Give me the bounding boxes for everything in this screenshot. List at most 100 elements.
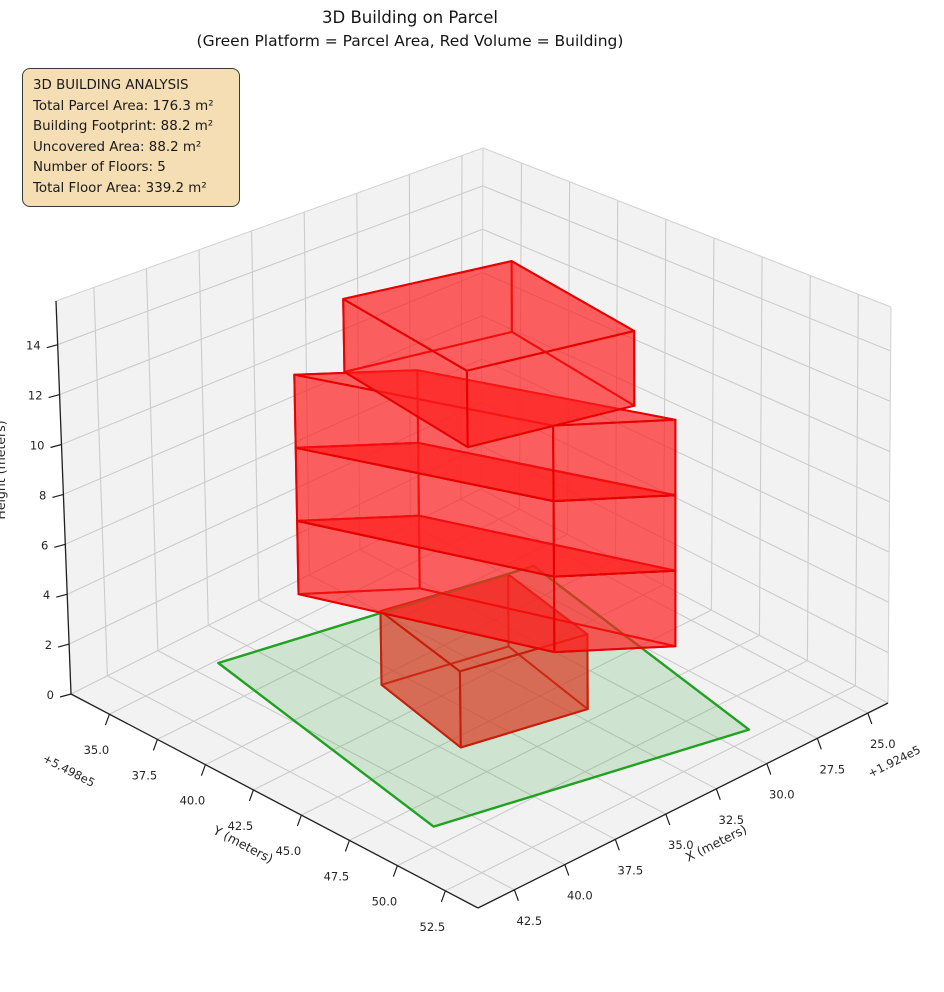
z-tick (52, 493, 64, 498)
grid-line-z (481, 315, 890, 503)
y-tick-label: 37.5 (132, 768, 158, 782)
grid-line-z (481, 445, 889, 654)
grid-line-z (68, 445, 482, 645)
grid-line-y (445, 685, 856, 892)
analysis-line-floors: Number of Floors: 5 (33, 160, 166, 175)
x-tick-label: 37.5 (618, 863, 644, 877)
grid-line-x (157, 650, 566, 866)
z-axis-label: Height (meters) (0, 420, 8, 519)
grid-line-x (107, 675, 515, 891)
z-tick (48, 394, 60, 399)
grid-line-z (480, 488, 889, 704)
y-tick (440, 890, 446, 903)
z-tick-label: 14 (26, 339, 41, 353)
grid-line-y (566, 181, 571, 535)
grid-line-y (157, 533, 568, 740)
grid-line-x (251, 230, 260, 601)
bottom-pane (71, 489, 888, 908)
grid-line-y (806, 275, 811, 661)
grid-line-z (482, 271, 891, 453)
y-tick (296, 814, 302, 827)
building-volume-floor-4-side-face (552, 418, 677, 503)
building-volume-floor-3-side-face (552, 494, 677, 578)
grid-line-z (57, 185, 483, 346)
z-tick (50, 443, 62, 449)
x-tick (665, 813, 671, 826)
x-tick (614, 839, 620, 851)
y-tick-label: 50.0 (372, 895, 398, 909)
pane-edge-back-joint (480, 147, 484, 490)
z-tick (46, 344, 58, 349)
building-volume-floor-5-top-top-face (342, 260, 636, 372)
plot-title-block: 3D Building on Parcel (Green Platform = … (0, 6, 820, 52)
grid-line-x (309, 574, 717, 790)
grid-line-x (145, 268, 159, 651)
x-tick (867, 712, 873, 725)
analysis-line-uncovered: Uncovered Area: 88.2 m² (33, 139, 202, 155)
grid-line-y (662, 219, 667, 585)
y-tick-label: 52.5 (420, 920, 446, 934)
grid-line-x (460, 155, 463, 500)
x-tick-label: 42.5 (517, 914, 543, 928)
z-tick (56, 593, 68, 598)
pane-edge-top-right (482, 147, 892, 308)
z-tick-label: 12 (28, 389, 43, 403)
grid-line-y (614, 200, 619, 560)
grid-line-x (460, 498, 869, 714)
analysis-line-floor-area: Total Floor Area: 339.2 m² (33, 180, 207, 196)
x-tick (766, 763, 772, 775)
parcel-platform (217, 564, 751, 828)
z-tick (59, 693, 72, 698)
grid-line-x (198, 249, 209, 626)
grid-line-y (109, 508, 520, 715)
y-tick-label: 42.5 (228, 819, 254, 833)
grid-line-y (758, 256, 763, 636)
x-tick-label: 27.5 (820, 762, 846, 776)
z-tick-label: 6 (41, 538, 48, 552)
z-tick (57, 643, 70, 648)
y-tick-label: 40.0 (180, 794, 206, 808)
grid-line-y (854, 294, 859, 686)
z-tick (54, 543, 66, 548)
analysis-annotation-box: 3D BUILDING ANALYSIS Total Parcel Area: … (22, 68, 240, 207)
grid-line-x (359, 549, 768, 765)
z-tick-label: 4 (43, 588, 50, 602)
x-tick-label: 30.0 (769, 788, 795, 802)
z-tick-label: 2 (45, 638, 52, 652)
grid-line-x (208, 624, 616, 840)
x-tick (715, 788, 721, 801)
building-volume-floor-2-side-face (553, 569, 677, 654)
grid-line-z (66, 401, 482, 595)
y-tick (152, 739, 158, 751)
x-tick-label: 35.0 (668, 838, 694, 852)
y-axis-spine (70, 693, 479, 909)
x-tick-label: 25.0 (870, 737, 896, 751)
x-axis-spine (477, 702, 889, 909)
analysis-line-footprint: Building Footprint: 88.2 m² (33, 119, 214, 134)
z-tick-label: 8 (39, 488, 46, 502)
x-tick-label: 40.0 (567, 889, 593, 903)
plot-subtitle: (Green Platform = Parcel Area, Red Volum… (196, 32, 624, 50)
grid-line-y (710, 237, 715, 611)
x-tick (816, 738, 822, 750)
y-tick (200, 764, 206, 776)
left-back-pane (56, 148, 483, 694)
x-tick (513, 889, 519, 902)
y-tick (392, 865, 398, 877)
analysis-line-parcel-area: Total Parcel Area: 176.3 m² (33, 98, 214, 114)
right-back-pane (481, 148, 891, 703)
z-tick-label: 10 (30, 438, 45, 452)
grid-line-x (93, 287, 108, 676)
y-tick (104, 713, 110, 726)
grid-line-z (482, 185, 891, 352)
x-tick-label: 32.5 (719, 813, 745, 827)
analysis-line-title: 3D BUILDING ANALYSIS (33, 78, 189, 93)
plot-title: 3D Building on Parcel (322, 8, 498, 27)
x-tick (564, 864, 570, 876)
pane-edge-top-left (55, 147, 484, 302)
y-tick (344, 840, 350, 852)
y-tick-label: 45.0 (276, 844, 302, 858)
grid-line-y (301, 609, 712, 816)
